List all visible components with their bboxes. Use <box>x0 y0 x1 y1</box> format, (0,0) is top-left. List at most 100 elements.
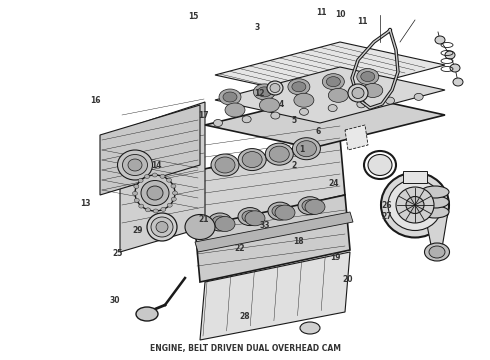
Ellipse shape <box>386 97 394 104</box>
Ellipse shape <box>212 216 228 228</box>
Text: 2: 2 <box>292 161 296 170</box>
Ellipse shape <box>348 84 368 102</box>
Ellipse shape <box>147 213 177 241</box>
Polygon shape <box>195 212 353 252</box>
Ellipse shape <box>139 204 144 208</box>
Ellipse shape <box>245 211 265 226</box>
Ellipse shape <box>299 108 309 115</box>
Ellipse shape <box>242 116 251 123</box>
Text: 33: 33 <box>259 220 270 230</box>
Ellipse shape <box>160 174 165 178</box>
Text: 13: 13 <box>80 199 91 208</box>
Ellipse shape <box>363 84 383 98</box>
Ellipse shape <box>293 138 320 160</box>
Text: 6: 6 <box>316 127 321 136</box>
Ellipse shape <box>211 154 239 176</box>
Polygon shape <box>425 212 448 250</box>
Ellipse shape <box>152 173 157 177</box>
Ellipse shape <box>238 208 262 226</box>
Ellipse shape <box>328 88 348 102</box>
Text: 26: 26 <box>382 201 392 210</box>
Ellipse shape <box>275 205 295 220</box>
Ellipse shape <box>253 84 275 100</box>
Ellipse shape <box>268 202 292 220</box>
Ellipse shape <box>302 200 318 212</box>
Ellipse shape <box>132 192 138 195</box>
Ellipse shape <box>294 93 314 107</box>
Polygon shape <box>100 105 200 195</box>
Ellipse shape <box>167 178 172 182</box>
Text: 20: 20 <box>343 275 353 284</box>
Ellipse shape <box>257 87 271 97</box>
Ellipse shape <box>361 72 375 82</box>
Ellipse shape <box>326 77 341 87</box>
Text: 4: 4 <box>279 100 284 109</box>
Text: 21: 21 <box>198 215 209 224</box>
Ellipse shape <box>147 186 163 200</box>
Text: 15: 15 <box>188 12 199 21</box>
Polygon shape <box>215 42 445 98</box>
Ellipse shape <box>429 246 445 258</box>
Ellipse shape <box>435 36 445 44</box>
Text: ENGINE, BELT DRIVEN DUAL OVERHEAD CAM: ENGINE, BELT DRIVEN DUAL OVERHEAD CAM <box>149 343 341 352</box>
Ellipse shape <box>270 146 289 162</box>
Text: 5: 5 <box>292 116 296 125</box>
Ellipse shape <box>259 98 279 112</box>
Ellipse shape <box>128 159 142 171</box>
Ellipse shape <box>171 184 176 188</box>
Ellipse shape <box>172 191 177 195</box>
Ellipse shape <box>134 184 139 188</box>
Polygon shape <box>205 92 445 148</box>
Text: 22: 22 <box>235 244 245 253</box>
Polygon shape <box>215 67 445 123</box>
Text: 24: 24 <box>328 179 339 188</box>
Text: 18: 18 <box>294 237 304 246</box>
Text: 12: 12 <box>254 89 265 98</box>
Ellipse shape <box>368 154 392 176</box>
Ellipse shape <box>424 243 449 261</box>
Ellipse shape <box>288 79 310 95</box>
Ellipse shape <box>122 154 147 176</box>
Ellipse shape <box>381 172 449 238</box>
Text: 27: 27 <box>382 212 392 220</box>
Text: 1: 1 <box>299 145 304 154</box>
Ellipse shape <box>238 149 266 171</box>
FancyBboxPatch shape <box>403 171 427 183</box>
Ellipse shape <box>267 81 283 95</box>
Ellipse shape <box>167 203 172 207</box>
Ellipse shape <box>328 104 337 112</box>
Ellipse shape <box>322 74 344 90</box>
Ellipse shape <box>272 205 288 217</box>
Ellipse shape <box>151 217 173 237</box>
Ellipse shape <box>242 211 258 222</box>
Ellipse shape <box>396 187 434 223</box>
Ellipse shape <box>296 141 317 157</box>
Text: 16: 16 <box>90 96 101 105</box>
Ellipse shape <box>305 199 325 214</box>
Text: 25: 25 <box>112 249 123 258</box>
Ellipse shape <box>300 322 320 334</box>
Ellipse shape <box>352 87 364 99</box>
Ellipse shape <box>153 209 158 213</box>
Ellipse shape <box>141 180 169 206</box>
Ellipse shape <box>357 68 379 85</box>
Ellipse shape <box>118 150 152 180</box>
Ellipse shape <box>421 186 449 198</box>
Ellipse shape <box>388 180 442 230</box>
Ellipse shape <box>156 221 168 233</box>
Ellipse shape <box>185 215 215 239</box>
Text: 14: 14 <box>151 161 162 170</box>
Ellipse shape <box>298 197 322 215</box>
Ellipse shape <box>219 89 241 105</box>
Ellipse shape <box>406 197 424 213</box>
Ellipse shape <box>215 157 235 173</box>
Ellipse shape <box>214 120 222 126</box>
Text: 30: 30 <box>110 296 121 305</box>
Ellipse shape <box>215 216 235 231</box>
Polygon shape <box>195 195 350 282</box>
Ellipse shape <box>270 84 280 93</box>
Ellipse shape <box>145 175 149 179</box>
Ellipse shape <box>357 101 366 108</box>
Ellipse shape <box>172 197 176 201</box>
Ellipse shape <box>421 196 449 208</box>
